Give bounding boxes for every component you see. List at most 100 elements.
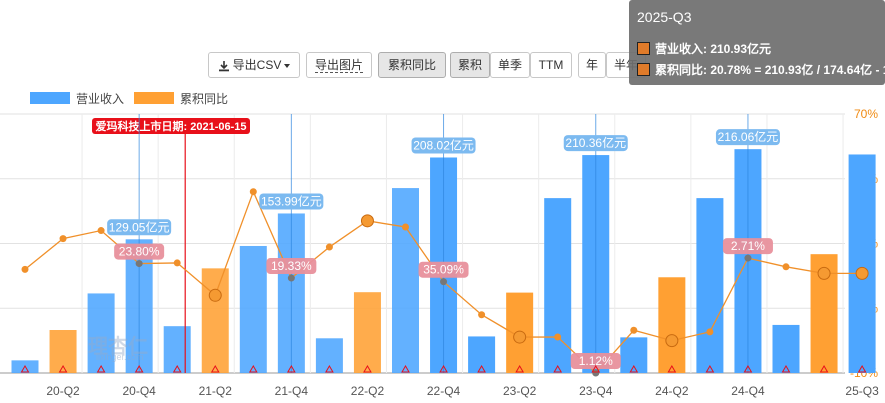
growth-point bbox=[478, 311, 486, 319]
legend-label[interactable]: 营业收入 bbox=[76, 92, 125, 106]
revenue-bar bbox=[468, 336, 496, 373]
growth-point bbox=[554, 333, 562, 341]
toolbar-button-label: TTM bbox=[538, 58, 564, 72]
growth-point bbox=[706, 328, 714, 336]
watermark-url: lixinger.com bbox=[96, 352, 144, 362]
triangle-marker-icon bbox=[477, 365, 486, 373]
bar-value-badge bbox=[715, 129, 780, 146]
triangle-marker-icon bbox=[591, 365, 601, 373]
toolbar-button-label: 单季 bbox=[497, 58, 522, 72]
growth-value-label: 19.33% bbox=[271, 259, 312, 273]
growth-point bbox=[513, 330, 527, 344]
growth-point bbox=[135, 260, 143, 268]
tooltip-title: 2025-Q3 bbox=[637, 9, 692, 25]
bar-value-badge bbox=[411, 137, 476, 154]
tooltip-row-label: 营业收入: 210.93亿元 bbox=[655, 42, 772, 56]
x-tick-label: 20-Q2 bbox=[46, 384, 80, 398]
growth-point bbox=[817, 266, 831, 280]
x-tick-label: 22-Q2 bbox=[351, 384, 385, 398]
toolbar-button-label: 累积 bbox=[457, 58, 482, 72]
triangle-marker-icon bbox=[629, 365, 639, 373]
growth-point bbox=[630, 326, 638, 334]
x-tick-label: 21-Q2 bbox=[199, 384, 233, 398]
revenue-bar bbox=[544, 198, 572, 373]
triangle-marker-icon bbox=[210, 365, 220, 373]
toolbar-button-2[interactable]: 累积同比 bbox=[378, 52, 446, 78]
revenue-bar bbox=[239, 245, 267, 373]
triangle-marker-icon bbox=[667, 365, 677, 373]
tooltip-row-revenue: 营业收入: 210.93亿元 bbox=[637, 40, 771, 57]
listing-date-badge bbox=[92, 118, 250, 134]
toolbar-button-1[interactable]: 导出图片 bbox=[306, 52, 372, 78]
bar-value-label: 210.36亿元 bbox=[565, 135, 626, 150]
growth-value-badge bbox=[266, 258, 317, 275]
bar-value-label: 216.06亿元 bbox=[718, 129, 779, 144]
legend-swatch[interactable] bbox=[134, 92, 174, 104]
triangle-marker-icon bbox=[172, 365, 182, 373]
triangle-marker-icon bbox=[781, 365, 791, 373]
triangle-marker-icon bbox=[248, 365, 258, 373]
growth-value-badge bbox=[570, 353, 621, 369]
bar-value-label: 153.99亿元 bbox=[261, 193, 322, 208]
triangle-marker-icon bbox=[96, 365, 106, 373]
revenue-bar bbox=[392, 188, 419, 373]
growth-point bbox=[325, 243, 333, 251]
triangle-marker-icon bbox=[134, 365, 144, 373]
toolbar-button-3[interactable]: 累积 bbox=[450, 52, 490, 78]
revenue-bar bbox=[772, 324, 800, 373]
toolbar-button-5[interactable]: TTM bbox=[530, 52, 572, 78]
growth-point bbox=[59, 235, 67, 243]
growth-point bbox=[402, 223, 409, 231]
x-tick-label: 20-Q4 bbox=[122, 384, 156, 398]
x-tick-label: 25-Q3 bbox=[845, 384, 879, 398]
revenue-bar bbox=[848, 154, 876, 373]
listing-date-label: 爱玛科技上市日期: 2021-06-15 bbox=[96, 119, 247, 133]
growth-point bbox=[249, 188, 257, 196]
toolbar-button-4[interactable]: 单季 bbox=[490, 52, 530, 78]
triangle-marker-icon bbox=[58, 365, 68, 373]
x-tick-label: 23-Q4 bbox=[579, 384, 613, 398]
triangle-marker-icon bbox=[553, 365, 563, 373]
legend-swatch[interactable] bbox=[30, 92, 70, 104]
growth-value-badge bbox=[114, 243, 165, 260]
x-tick-label: 23-Q2 bbox=[503, 384, 537, 398]
growth-point bbox=[173, 259, 181, 267]
legend-label[interactable]: 累积同比 bbox=[180, 92, 229, 106]
tooltip-row-label: 累积同比: 20.78% = 210.93亿 / 174.64亿 - 1 bbox=[655, 63, 885, 77]
triangle-marker-icon bbox=[857, 365, 867, 373]
triangle-marker-icon bbox=[401, 365, 410, 373]
growth-point bbox=[360, 214, 374, 228]
growth-value-label: 35.09% bbox=[423, 263, 464, 277]
toolbar-button-label: 导出图片 bbox=[314, 58, 363, 73]
triangle-marker-icon bbox=[515, 365, 525, 373]
revenue-bar bbox=[696, 198, 724, 373]
triangle-marker-icon bbox=[20, 365, 30, 373]
x-tick-label: 24-Q4 bbox=[731, 384, 765, 398]
revenue-bar bbox=[201, 268, 229, 373]
growth-point bbox=[855, 266, 869, 280]
growth-point bbox=[440, 278, 448, 286]
triangle-marker-icon bbox=[325, 365, 334, 373]
triangle-marker-icon bbox=[363, 365, 372, 373]
triangle-marker-icon bbox=[743, 365, 753, 373]
growth-value-badge bbox=[418, 261, 469, 278]
growth-point bbox=[665, 334, 679, 348]
bar-value-badge bbox=[107, 219, 172, 236]
tooltip-row-growth: 累积同比: 20.78% = 210.93亿 / 174.64亿 - 1 bbox=[637, 61, 885, 78]
watermark-logo: 理杏仁 bbox=[88, 336, 148, 358]
chevron-down-icon bbox=[284, 63, 291, 68]
triangle-marker-icon bbox=[439, 365, 448, 373]
toolbar-button-6[interactable]: 年 bbox=[578, 52, 606, 78]
bar-value-label: 208.02亿元 bbox=[413, 137, 474, 152]
toolbar-button-label: 导出CSV bbox=[232, 58, 282, 72]
x-tick-label: 24-Q2 bbox=[655, 384, 689, 398]
tooltip-swatch bbox=[637, 63, 650, 76]
toolbar-button-0[interactable]: 导出CSV bbox=[208, 52, 300, 78]
revenue-bar bbox=[87, 293, 115, 373]
revenue-bar bbox=[353, 292, 381, 373]
triangle-marker-icon bbox=[819, 365, 829, 373]
bar-value-label: 129.05亿元 bbox=[109, 219, 170, 234]
growth-value-label: 23.80% bbox=[119, 245, 160, 259]
growth-value-label: 1.12% bbox=[579, 354, 613, 368]
